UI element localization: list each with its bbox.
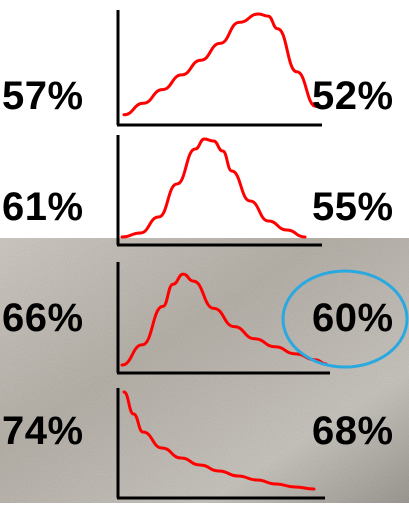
highlight-ellipse: [281, 269, 409, 369]
stone-texture-background: [0, 238, 409, 503]
distribution-curve-3: [120, 272, 328, 367]
left-percent-1: 57%: [2, 74, 84, 118]
left-percent-3: 66%: [2, 296, 84, 340]
distribution-curve-4: [122, 390, 316, 491]
right-percent-2: 55%: [312, 185, 394, 229]
distribution-curve-1: [122, 12, 318, 117]
right-percent-1: 52%: [312, 74, 394, 118]
right-percent-3: 60%: [312, 296, 394, 340]
left-percent-2: 61%: [2, 185, 84, 229]
left-percent-4: 74%: [2, 409, 84, 453]
distribution-curve-2: [120, 137, 307, 239]
right-percent-4: 68%: [312, 409, 394, 453]
